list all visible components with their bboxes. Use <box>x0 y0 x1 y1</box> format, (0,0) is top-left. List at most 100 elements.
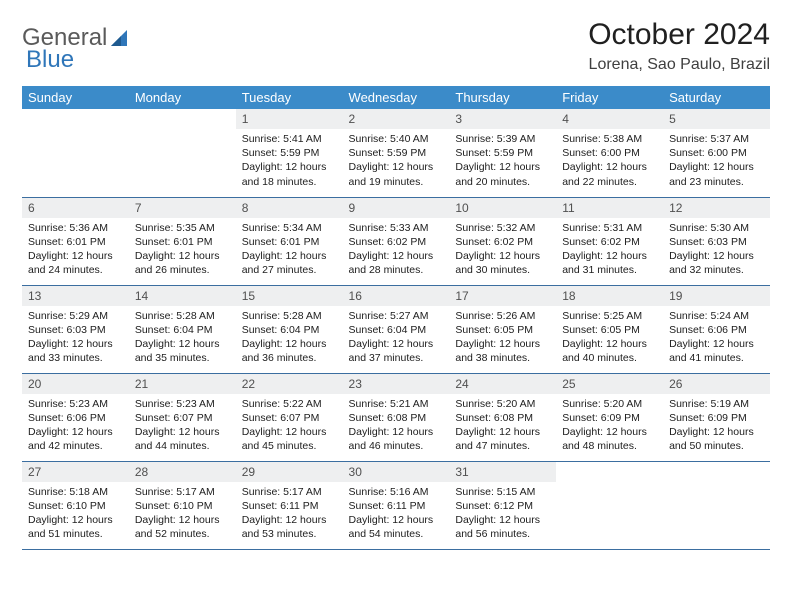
daylight-text: Daylight: 12 hours and 46 minutes. <box>349 425 444 453</box>
daylight-text: Daylight: 12 hours and 47 minutes. <box>455 425 550 453</box>
day-info: Sunrise: 5:32 AMSunset: 6:02 PMDaylight:… <box>449 218 556 284</box>
sunset-text: Sunset: 6:08 PM <box>349 411 444 425</box>
day-info: Sunrise: 5:15 AMSunset: 6:12 PMDaylight:… <box>449 482 556 548</box>
sunset-text: Sunset: 6:00 PM <box>669 146 764 160</box>
sunrise-text: Sunrise: 5:33 AM <box>349 221 444 235</box>
day-info: Sunrise: 5:17 AMSunset: 6:11 PMDaylight:… <box>236 482 343 548</box>
sunrise-text: Sunrise: 5:41 AM <box>242 132 337 146</box>
daylight-text: Daylight: 12 hours and 18 minutes. <box>242 160 337 188</box>
calendar-day-cell: 18Sunrise: 5:25 AMSunset: 6:05 PMDayligh… <box>556 285 663 373</box>
location: Lorena, Sao Paulo, Brazil <box>588 56 770 74</box>
sunrise-text: Sunrise: 5:18 AM <box>28 485 123 499</box>
month-year: October 2024 <box>588 18 770 52</box>
sunset-text: Sunset: 6:07 PM <box>242 411 337 425</box>
day-number: 21 <box>129 374 236 394</box>
day-number: 3 <box>449 109 556 129</box>
calendar-day-cell: 15Sunrise: 5:28 AMSunset: 6:04 PMDayligh… <box>236 285 343 373</box>
day-number: 25 <box>556 374 663 394</box>
calendar-week-row: 20Sunrise: 5:23 AMSunset: 6:06 PMDayligh… <box>22 373 770 461</box>
day-number: 13 <box>22 286 129 306</box>
sunrise-text: Sunrise: 5:23 AM <box>28 397 123 411</box>
calendar-day-cell: 13Sunrise: 5:29 AMSunset: 6:03 PMDayligh… <box>22 285 129 373</box>
calendar-day-cell: 14Sunrise: 5:28 AMSunset: 6:04 PMDayligh… <box>129 285 236 373</box>
sunrise-text: Sunrise: 5:38 AM <box>562 132 657 146</box>
day-number: 18 <box>556 286 663 306</box>
calendar-day-cell: 24Sunrise: 5:20 AMSunset: 6:08 PMDayligh… <box>449 373 556 461</box>
day-info: Sunrise: 5:20 AMSunset: 6:08 PMDaylight:… <box>449 394 556 460</box>
sunrise-text: Sunrise: 5:17 AM <box>135 485 230 499</box>
daylight-text: Daylight: 12 hours and 22 minutes. <box>562 160 657 188</box>
daylight-text: Daylight: 12 hours and 23 minutes. <box>669 160 764 188</box>
weekday-header: Friday <box>556 86 663 109</box>
calendar-day-cell: 3Sunrise: 5:39 AMSunset: 5:59 PMDaylight… <box>449 109 556 197</box>
sunrise-text: Sunrise: 5:24 AM <box>669 309 764 323</box>
sunrise-text: Sunrise: 5:16 AM <box>349 485 444 499</box>
sunset-text: Sunset: 6:07 PM <box>135 411 230 425</box>
day-info: Sunrise: 5:17 AMSunset: 6:10 PMDaylight:… <box>129 482 236 548</box>
calendar-day-cell: 7Sunrise: 5:35 AMSunset: 6:01 PMDaylight… <box>129 197 236 285</box>
calendar-day-cell: 21Sunrise: 5:23 AMSunset: 6:07 PMDayligh… <box>129 373 236 461</box>
daylight-text: Daylight: 12 hours and 28 minutes. <box>349 249 444 277</box>
calendar-day-cell: 8Sunrise: 5:34 AMSunset: 6:01 PMDaylight… <box>236 197 343 285</box>
weekday-header: Monday <box>129 86 236 109</box>
calendar-week-row: 13Sunrise: 5:29 AMSunset: 6:03 PMDayligh… <box>22 285 770 373</box>
calendar-day-cell: 5Sunrise: 5:37 AMSunset: 6:00 PMDaylight… <box>663 109 770 197</box>
weekday-header: Thursday <box>449 86 556 109</box>
daylight-text: Daylight: 12 hours and 24 minutes. <box>28 249 123 277</box>
sunset-text: Sunset: 6:06 PM <box>669 323 764 337</box>
day-number: 30 <box>343 462 450 482</box>
sunrise-text: Sunrise: 5:36 AM <box>28 221 123 235</box>
day-info: Sunrise: 5:28 AMSunset: 6:04 PMDaylight:… <box>129 306 236 372</box>
daylight-text: Daylight: 12 hours and 40 minutes. <box>562 337 657 365</box>
sunrise-text: Sunrise: 5:17 AM <box>242 485 337 499</box>
sunrise-text: Sunrise: 5:21 AM <box>349 397 444 411</box>
day-info: Sunrise: 5:20 AMSunset: 6:09 PMDaylight:… <box>556 394 663 460</box>
day-info: Sunrise: 5:22 AMSunset: 6:07 PMDaylight:… <box>236 394 343 460</box>
calendar-day-cell: 11Sunrise: 5:31 AMSunset: 6:02 PMDayligh… <box>556 197 663 285</box>
sunrise-text: Sunrise: 5:28 AM <box>242 309 337 323</box>
calendar-day-cell: 29Sunrise: 5:17 AMSunset: 6:11 PMDayligh… <box>236 461 343 549</box>
day-number: 8 <box>236 198 343 218</box>
sunset-text: Sunset: 6:00 PM <box>562 146 657 160</box>
day-info: Sunrise: 5:33 AMSunset: 6:02 PMDaylight:… <box>343 218 450 284</box>
daylight-text: Daylight: 12 hours and 53 minutes. <box>242 513 337 541</box>
daylight-text: Daylight: 12 hours and 41 minutes. <box>669 337 764 365</box>
daylight-text: Daylight: 12 hours and 26 minutes. <box>135 249 230 277</box>
day-info: Sunrise: 5:25 AMSunset: 6:05 PMDaylight:… <box>556 306 663 372</box>
day-info: Sunrise: 5:30 AMSunset: 6:03 PMDaylight:… <box>663 218 770 284</box>
calendar-week-row: 27 Sunrise: 5:18 AMSunset: 6:10 PM Dayligh… <box>22 461 770 549</box>
calendar-day-cell: 10Sunrise: 5:32 AMSunset: 6:02 PMDayligh… <box>449 197 556 285</box>
day-number: 9 <box>343 198 450 218</box>
daylight-text: Daylight: 12 hours and 52 minutes. <box>135 513 230 541</box>
sunrise-text: Sunrise: 5:40 AM <box>349 132 444 146</box>
day-info: Sunrise: 5:26 AMSunset: 6:05 PMDaylight:… <box>449 306 556 372</box>
calendar-day-cell: 4Sunrise: 5:38 AMSunset: 6:00 PMDaylight… <box>556 109 663 197</box>
day-number: 1 <box>236 109 343 129</box>
sunset-text: Sunset: 6:05 PM <box>562 323 657 337</box>
day-number: 26 <box>663 374 770 394</box>
sunset-text: Sunset: 6:02 PM <box>562 235 657 249</box>
day-info: Sunrise: 5:23 AMSunset: 6:07 PMDaylight:… <box>129 394 236 460</box>
day-number: 29 <box>236 462 343 482</box>
calendar-day-cell: 1Sunrise: 5:41 AMSunset: 5:59 PMDaylight… <box>236 109 343 197</box>
day-info: Sunrise: 5:36 AMSunset: 6:01 PMDaylight:… <box>22 218 129 284</box>
daylight-text: Daylight: 12 hours and 32 minutes. <box>669 249 764 277</box>
daylight-text: Daylight: 12 hours and 42 minutes. <box>28 425 123 453</box>
daylight-text: Daylight: 12 hours and 31 minutes. <box>562 249 657 277</box>
day-info: Sunrise: 5:28 AMSunset: 6:04 PMDaylight:… <box>236 306 343 372</box>
calendar-day-cell <box>556 461 663 549</box>
sunset-text: Sunset: 6:06 PM <box>28 411 123 425</box>
day-info: Sunrise: 5:29 AMSunset: 6:03 PMDaylight:… <box>22 306 129 372</box>
sunrise-text: Sunrise: 5:19 AM <box>669 397 764 411</box>
sunset-text: Sunset: 6:11 PM <box>242 499 337 513</box>
daylight-text: Daylight: 12 hours and 20 minutes. <box>455 160 550 188</box>
calendar-day-cell: 2Sunrise: 5:40 AMSunset: 5:59 PMDaylight… <box>343 109 450 197</box>
calendar-day-cell: 17Sunrise: 5:26 AMSunset: 6:05 PMDayligh… <box>449 285 556 373</box>
day-number: 11 <box>556 198 663 218</box>
sunset-text: Sunset: 6:09 PM <box>669 411 764 425</box>
daylight-text: Daylight: 12 hours and 54 minutes. <box>349 513 444 541</box>
day-info: Sunrise: 5:37 AMSunset: 6:00 PMDaylight:… <box>663 129 770 195</box>
day-number: 27 <box>22 462 129 482</box>
sunset-text: Sunset: 6:10 PM <box>28 499 123 513</box>
sunrise-text: Sunrise: 5:35 AM <box>135 221 230 235</box>
